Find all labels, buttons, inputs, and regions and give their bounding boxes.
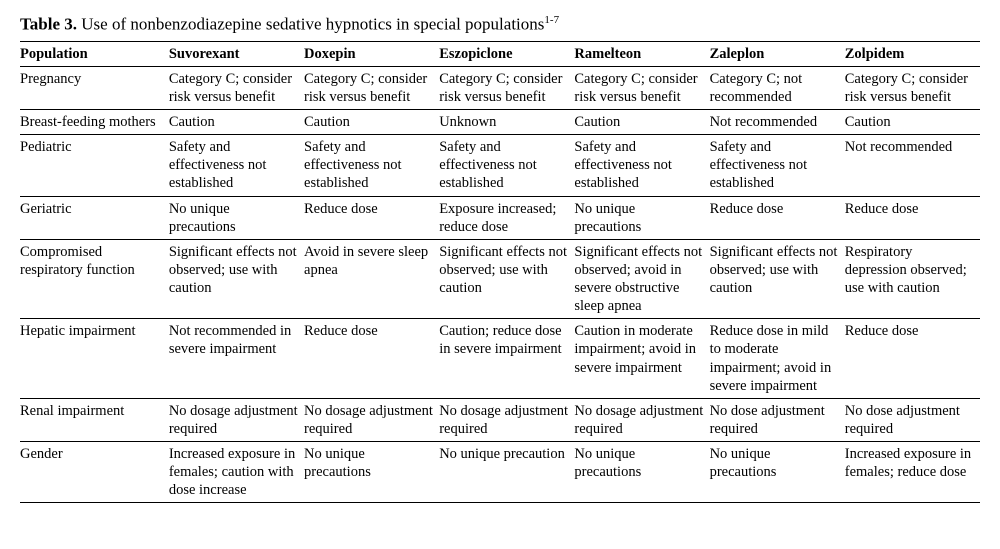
cell-value: Increased exposure in females; reduce do… <box>845 442 980 503</box>
cell-value: Avoid in severe sleep apnea <box>304 239 439 319</box>
cell-value: No dosage adjustment required <box>439 398 574 441</box>
cell-value: Increased exposure in females; caution w… <box>169 442 304 503</box>
cell-value: Category C; consider risk versus benefit <box>169 66 304 109</box>
cell-value: Caution in moderate impairment; avoid in… <box>574 319 709 399</box>
cell-value: Unknown <box>439 110 574 135</box>
cell-value: Caution <box>845 110 980 135</box>
cell-value: Category C; consider risk versus benefit <box>304 66 439 109</box>
cell-value: No unique precautions <box>710 442 845 503</box>
cell-value: No dosage adjustment required <box>574 398 709 441</box>
col-header-zaleplon: Zaleplon <box>710 41 845 66</box>
table-row: Breast-feeding mothers Caution Caution U… <box>20 110 980 135</box>
table-title: Table 3. Use of nonbenzodiazepine sedati… <box>20 14 980 35</box>
table-row: Pregnancy Category C; consider risk vers… <box>20 66 980 109</box>
table-container: Table 3. Use of nonbenzodiazepine sedati… <box>0 0 1000 523</box>
cell-value: Caution <box>574 110 709 135</box>
col-header-zolpidem: Zolpidem <box>845 41 980 66</box>
cell-value: Caution <box>304 110 439 135</box>
cell-value: Significant effects not observed; use wi… <box>439 239 574 319</box>
cell-population: Compromised respiratory function <box>20 239 169 319</box>
cell-value: Significant effects not observed; use wi… <box>710 239 845 319</box>
col-header-doxepin: Doxepin <box>304 41 439 66</box>
cell-value: Reduce dose <box>845 196 980 239</box>
cell-value: No dosage adjustment required <box>169 398 304 441</box>
col-header-eszopiclone: Eszopiclone <box>439 41 574 66</box>
cell-population: Pregnancy <box>20 66 169 109</box>
cell-value: Not recommended <box>845 135 980 196</box>
cell-value: Reduce dose <box>304 196 439 239</box>
cell-population: Hepatic impairment <box>20 319 169 399</box>
cell-value: No unique precautions <box>304 442 439 503</box>
cell-value: No dose adjustment required <box>710 398 845 441</box>
cell-value: No unique precaution <box>439 442 574 503</box>
cell-value: No unique precautions <box>169 196 304 239</box>
cell-value: Reduce dose <box>845 319 980 399</box>
table-row: Hepatic impairment Not recommended in se… <box>20 319 980 399</box>
cell-value: Exposure increased; reduce dose <box>439 196 574 239</box>
cell-value: Significant effects not observed; use wi… <box>169 239 304 319</box>
cell-value: Reduce dose in mild to moderate impairme… <box>710 319 845 399</box>
col-header-suvorexant: Suvorexant <box>169 41 304 66</box>
cell-population: Renal impairment <box>20 398 169 441</box>
cell-population: Pediatric <box>20 135 169 196</box>
cell-value: Safety and effectiveness not established <box>169 135 304 196</box>
cell-population: Breast-feeding mothers <box>20 110 169 135</box>
table-row: Pediatric Safety and effectiveness not e… <box>20 135 980 196</box>
cell-value: Caution; reduce dose in severe impairmen… <box>439 319 574 399</box>
table-row: Compromised respiratory function Signifi… <box>20 239 980 319</box>
col-header-population: Population <box>20 41 169 66</box>
cell-value: Not recommended <box>710 110 845 135</box>
cell-value: Reduce dose <box>304 319 439 399</box>
cell-value: No dose adjustment required <box>845 398 980 441</box>
cell-value: Category C; consider risk versus benefit <box>574 66 709 109</box>
cell-value: Caution <box>169 110 304 135</box>
cell-value: Significant effects not observed; avoid … <box>574 239 709 319</box>
cell-value: Reduce dose <box>710 196 845 239</box>
cell-value: Category C; consider risk versus benefit <box>439 66 574 109</box>
cell-value: No unique precautions <box>574 196 709 239</box>
table-header-row: Population Suvorexant Doxepin Eszopiclon… <box>20 41 980 66</box>
cell-population: Gender <box>20 442 169 503</box>
cell-population: Geriatric <box>20 196 169 239</box>
table-row: Renal impairment No dosage adjustment re… <box>20 398 980 441</box>
data-table: Population Suvorexant Doxepin Eszopiclon… <box>20 41 980 504</box>
table-row: Gender Increased exposure in females; ca… <box>20 442 980 503</box>
cell-value: Safety and effectiveness not established <box>439 135 574 196</box>
cell-value: No dosage adjustment required <box>304 398 439 441</box>
cell-value: Safety and effectiveness not established <box>574 135 709 196</box>
cell-value: Category C; not recommended <box>710 66 845 109</box>
table-title-text: Use of nonbenzodiazepine sedative hypnot… <box>81 15 544 34</box>
table-title-superscript: 1-7 <box>544 14 559 26</box>
table-title-label: Table 3. <box>20 15 77 34</box>
cell-value: Safety and effectiveness not established <box>710 135 845 196</box>
table-row: Geriatric No unique precautions Reduce d… <box>20 196 980 239</box>
cell-value: Safety and effectiveness not established <box>304 135 439 196</box>
cell-value: No unique precautions <box>574 442 709 503</box>
col-header-ramelteon: Ramelteon <box>574 41 709 66</box>
cell-value: Respiratory depression observed; use wit… <box>845 239 980 319</box>
cell-value: Not recommended in severe impairment <box>169 319 304 399</box>
cell-value: Category C; consider risk versus benefit <box>845 66 980 109</box>
